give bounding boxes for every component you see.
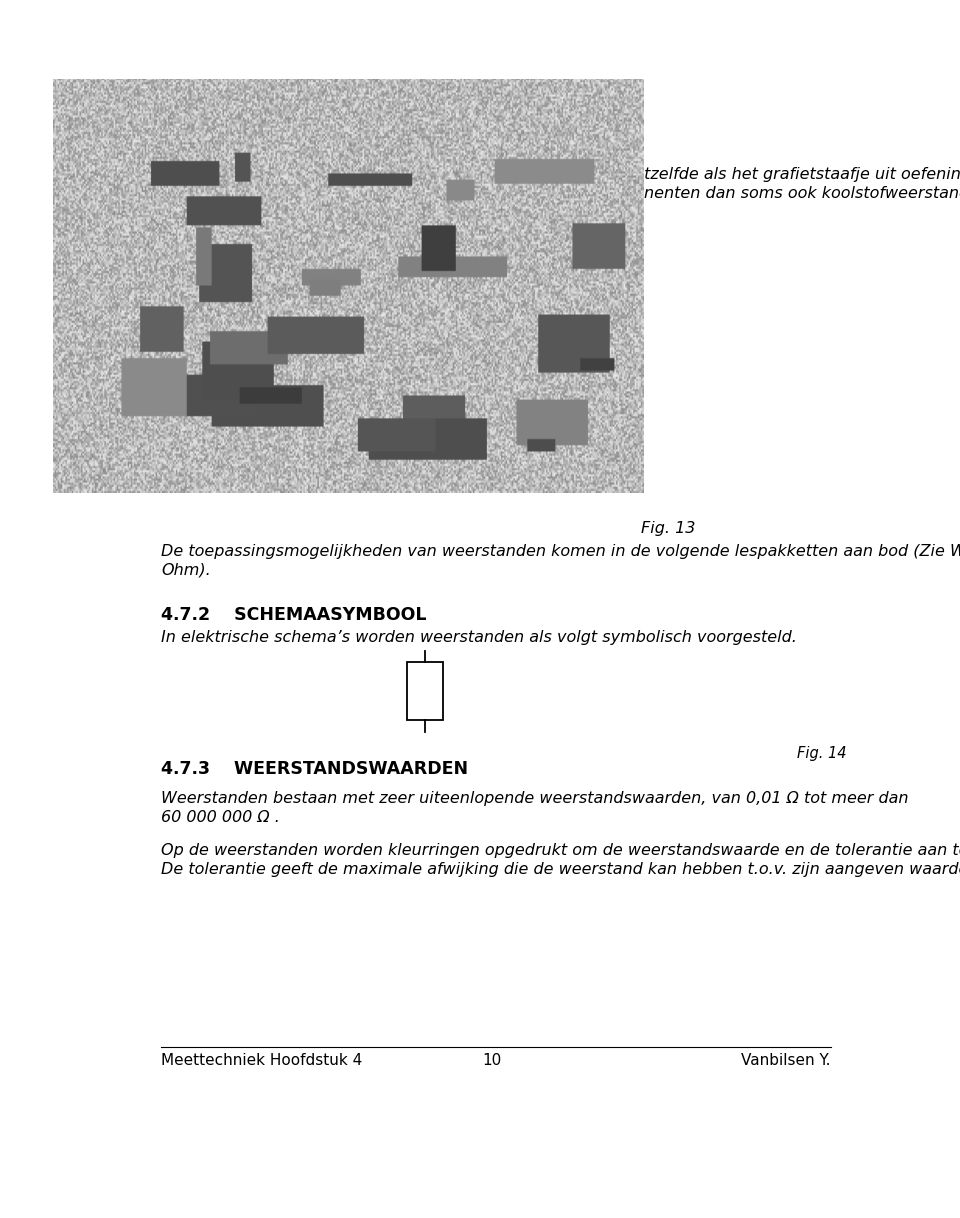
Text: Fig. 13: Fig. 13 <box>641 521 695 536</box>
Text: In elektrische schema’s worden weerstanden als volgt symbolisch voorgesteld.: In elektrische schema’s worden weerstand… <box>161 630 797 646</box>
Text: Weerstanden bestaan met zeer uiteenlopende weerstandswaarden, van 0,01 Ω tot mee: Weerstanden bestaan met zeer uiteenlopen… <box>161 792 908 806</box>
Text: 4.7.2    SCHEMAASYMBOOL: 4.7.2 SCHEMAASYMBOOL <box>161 605 426 624</box>
Text: 4.7.3    WEERSTANDSWAARDEN: 4.7.3 WEERSTANDSWAARDEN <box>161 760 468 778</box>
Text: 10: 10 <box>482 1054 502 1068</box>
Text: Het materiaal waaruit de meeste weerstanden bestaat is hetzelfde als het grafiet: Het materiaal waaruit de meeste weerstan… <box>161 167 960 181</box>
Text: Vanbilsen Y.: Vanbilsen Y. <box>741 1054 830 1068</box>
Text: Fig. 14: Fig. 14 <box>797 747 847 761</box>
Bar <box>407 663 443 720</box>
Text: Meettechniek Hoofdstuk 4: Meettechniek Hoofdstuk 4 <box>161 1054 362 1068</box>
Text: De toepassingsmogelijkheden van weerstanden komen in de volgende lespakketten aa: De toepassingsmogelijkheden van weerstan… <box>161 543 960 559</box>
Text: 60 000 000 Ω .: 60 000 000 Ω . <box>161 810 279 825</box>
Text: Grafiet bestaat hoofdzakelijk uit koolstof. met noemt componenten dan soms ook k: Grafiet bestaat hoofdzakelijk uit koolst… <box>161 186 960 201</box>
Text: De tolerantie geeft de maximale afwijking die de weerstand kan hebben t.o.v. zij: De tolerantie geeft de maximale afwijkin… <box>161 862 960 877</box>
Text: Ohm).: Ohm). <box>161 563 210 577</box>
Text: Op de weerstanden worden kleurringen opgedrukt om de weerstandswaarde en de tole: Op de weerstanden worden kleurringen opg… <box>161 843 960 857</box>
